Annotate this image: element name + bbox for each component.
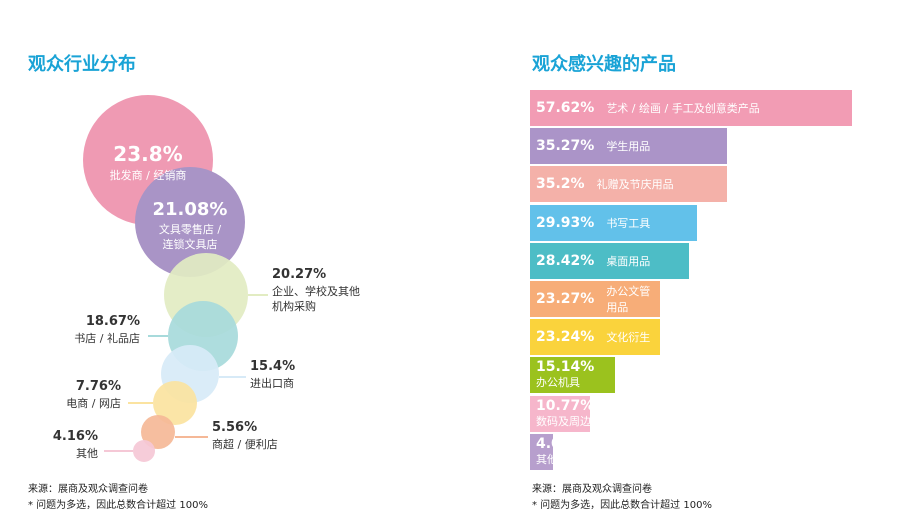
bubble-value-7: 5.56% [212,420,257,435]
left-note: * 问题为多选，因此总数合计超过 100% [28,500,208,511]
bar-label-7: 文化衍生 [606,331,651,344]
bar-value-7: 23.24% [536,329,595,345]
bubble-label-2: 连锁文具店 [163,237,218,251]
bar-3: 35.2% 礼赠及节庆用品 [530,166,727,202]
bar-value-3: 35.2% [536,176,585,192]
bar-9: 10.77% 数码及周边 [530,396,594,432]
bar-6: 23.27% 办公文管用品 [530,281,660,317]
bar-label-5: 桌面用品 [606,255,651,268]
bubble-label-1: 批发商 / 经销商 [110,168,187,182]
bar-text-1: 57.62% 艺术 / 绘画 / 手工及创意类产品 [536,90,760,126]
right-note: * 问题为多选，因此总数合计超过 100% [532,500,712,511]
bar-2: 35.27% 学生用品 [530,128,727,164]
bubble-label-4: 书店 / 礼品店 [74,331,140,345]
bar-value-6: 23.27% [536,291,595,307]
bar-value-1: 57.62% [536,100,595,116]
bar-text-3: 35.2% 礼赠及节庆用品 [536,166,674,202]
bubble-value-8: 4.16% [53,429,98,444]
bubble-7 [141,415,175,449]
bubble-2 [135,167,245,277]
bar-1: 57.62% 艺术 / 绘画 / 手工及创意类产品 [530,90,852,126]
right-chart-title: 观众感兴趣的产品 [532,54,676,75]
bubble-label-2: 文具零售店 / [159,222,221,236]
bubble-label-7: 商超 / 便利店 [212,437,278,451]
bar-text-6: 23.27% 办公文管用品 [536,281,660,317]
bubble-value-5: 15.4% [250,359,295,374]
bubble-value-2: 21.08% [153,199,228,220]
bar-label-1: 艺术 / 绘画 / 手工及创意类产品 [606,102,760,115]
bubble-label-6: 电商 / 网店 [66,396,121,410]
bar-text-9: 10.77% 数码及周边 [536,398,594,430]
right-source: 来源：展商及观众调查问卷 [532,484,652,495]
bar-text-10: 4.07% 其他 [536,436,585,468]
left-chart-title: 观众行业分布 [28,54,136,75]
bubble-label-3: 机构采购 [272,299,316,313]
bar-5: 28.42% 桌面用品 [530,243,689,279]
bubble-chart: 23.8% 批发商 / 经销商 21.08% 文具零售店 /连锁文具店 20.27% 企业… [53,95,360,462]
bar-label-6: 办公文管用品 [606,285,651,314]
bar-value-10: 4.07% [536,436,585,452]
bar-10: 4.07% 其他 [530,434,585,470]
bar-label-2: 学生用品 [606,140,651,153]
left-footnote: 来源：展商及观众调查问卷 * 问题为多选，因此总数合计超过 100% [28,482,208,514]
bar-value-2: 35.27% [536,138,595,154]
bar-4: 29.93% 书写工具 [530,205,697,241]
bar-text-8: 15.14% 办公机具 [536,359,594,391]
bar-text-4: 29.93% 书写工具 [536,205,650,241]
bar-text-5: 28.42% 桌面用品 [536,243,650,279]
bubble-6 [153,381,197,425]
bubble-value-1: 23.8% [113,142,182,166]
bar-label-9: 数码及周边 [536,415,591,428]
bar-label-3: 礼赠及节庆用品 [596,178,674,191]
bubble-value-3: 20.27% [272,267,326,282]
right-footnote: 来源：展商及观众调查问卷 * 问题为多选，因此总数合计超过 100% [532,482,712,514]
bar-value-5: 28.42% [536,253,595,269]
bar-text-2: 35.27% 学生用品 [536,128,650,164]
bubble-value-4: 18.67% [86,314,140,329]
bar-label-4: 书写工具 [606,217,651,230]
bar-8: 15.14% 办公机具 [530,357,615,393]
bubble-value-6: 7.76% [76,379,121,394]
bubble-label-3: 企业、学校及其他 [272,284,360,298]
bubble-label-5: 进出口商 [250,376,294,390]
bar-value-4: 29.93% [536,215,595,231]
bar-value-9: 10.77% [536,398,595,414]
bar-label-8: 办公机具 [536,376,580,389]
bar-text-7: 23.24% 文化衍生 [536,319,650,355]
bubble-label-8: 其他 [76,447,98,460]
bubble-8 [133,440,155,462]
bar-label-10: 其他 [536,453,558,466]
left-source: 来源：展商及观众调查问卷 [28,484,148,495]
bar-value-8: 15.14% [536,359,595,375]
bar-7: 23.24% 文化衍生 [530,319,660,355]
